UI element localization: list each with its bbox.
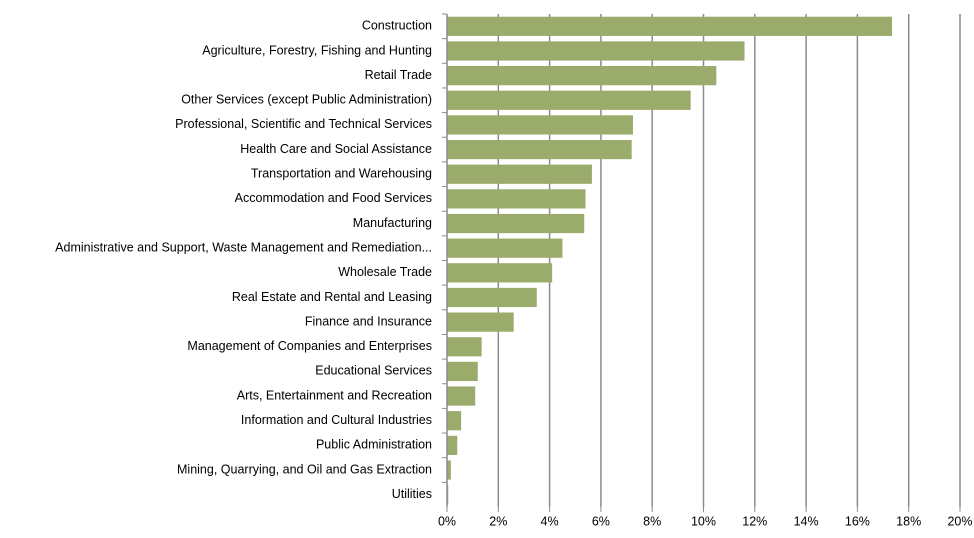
bar xyxy=(447,435,458,455)
y-tick-label: Professional, Scientific and Technical S… xyxy=(175,117,432,131)
bar xyxy=(447,41,745,61)
y-tick-label: Real Estate and Rental and Leasing xyxy=(232,290,432,304)
bar xyxy=(447,263,553,283)
x-tick-label: 14% xyxy=(794,514,819,528)
bar xyxy=(447,66,717,86)
x-tick-label: 4% xyxy=(541,514,559,528)
x-tick-label: 16% xyxy=(845,514,870,528)
y-tick-label: Public Administration xyxy=(316,438,432,452)
bar xyxy=(447,16,893,36)
x-tick-label: 12% xyxy=(742,514,767,528)
x-tick-label: 18% xyxy=(896,514,921,528)
bar xyxy=(447,386,476,406)
bar xyxy=(447,337,482,357)
y-tick-label: Arts, Entertainment and Recreation xyxy=(237,388,432,402)
x-tick-label: 10% xyxy=(691,514,716,528)
y-tick-label: Administrative and Support, Waste Manage… xyxy=(55,240,432,254)
y-tick-label: Educational Services xyxy=(315,364,432,378)
y-tick-label: Transportation and Warehousing xyxy=(251,167,432,181)
x-tick-label: 20% xyxy=(947,514,972,528)
bar xyxy=(447,312,514,332)
bar xyxy=(447,361,478,382)
bar xyxy=(447,238,563,258)
bar xyxy=(447,411,462,431)
bar xyxy=(447,213,585,234)
y-tick-label: Agriculture, Forestry, Fishing and Hunti… xyxy=(202,43,432,57)
y-tick-label: Management of Companies and Enterprises xyxy=(187,339,432,353)
y-tick-label: Information and Cultural Industries xyxy=(241,413,432,427)
x-tick-label: 6% xyxy=(592,514,610,528)
x-tick-label: 8% xyxy=(643,514,661,528)
y-tick-label: Accommodation and Food Services xyxy=(235,191,432,205)
y-tick-label: Construction xyxy=(362,19,432,33)
y-tick-label: Manufacturing xyxy=(353,216,432,230)
bar xyxy=(447,287,537,308)
bar xyxy=(447,115,633,135)
x-tick-label: 2% xyxy=(489,514,507,528)
bar xyxy=(447,164,592,184)
y-tick-label: Utilities xyxy=(392,487,432,501)
x-tick-label: 0% xyxy=(438,514,456,528)
y-tick-label: Retail Trade xyxy=(365,68,432,82)
y-tick-label: Wholesale Trade xyxy=(338,265,432,279)
bar xyxy=(447,189,586,209)
y-tick-label: Other Services (except Public Administra… xyxy=(181,93,432,107)
y-tick-label: Health Care and Social Assistance xyxy=(240,142,432,156)
bar xyxy=(447,139,632,160)
y-tick-label: Mining, Quarrying, and Oil and Gas Extra… xyxy=(177,462,432,476)
bar xyxy=(447,90,691,110)
y-tick-label: Finance and Insurance xyxy=(305,314,432,328)
bar xyxy=(447,460,451,480)
